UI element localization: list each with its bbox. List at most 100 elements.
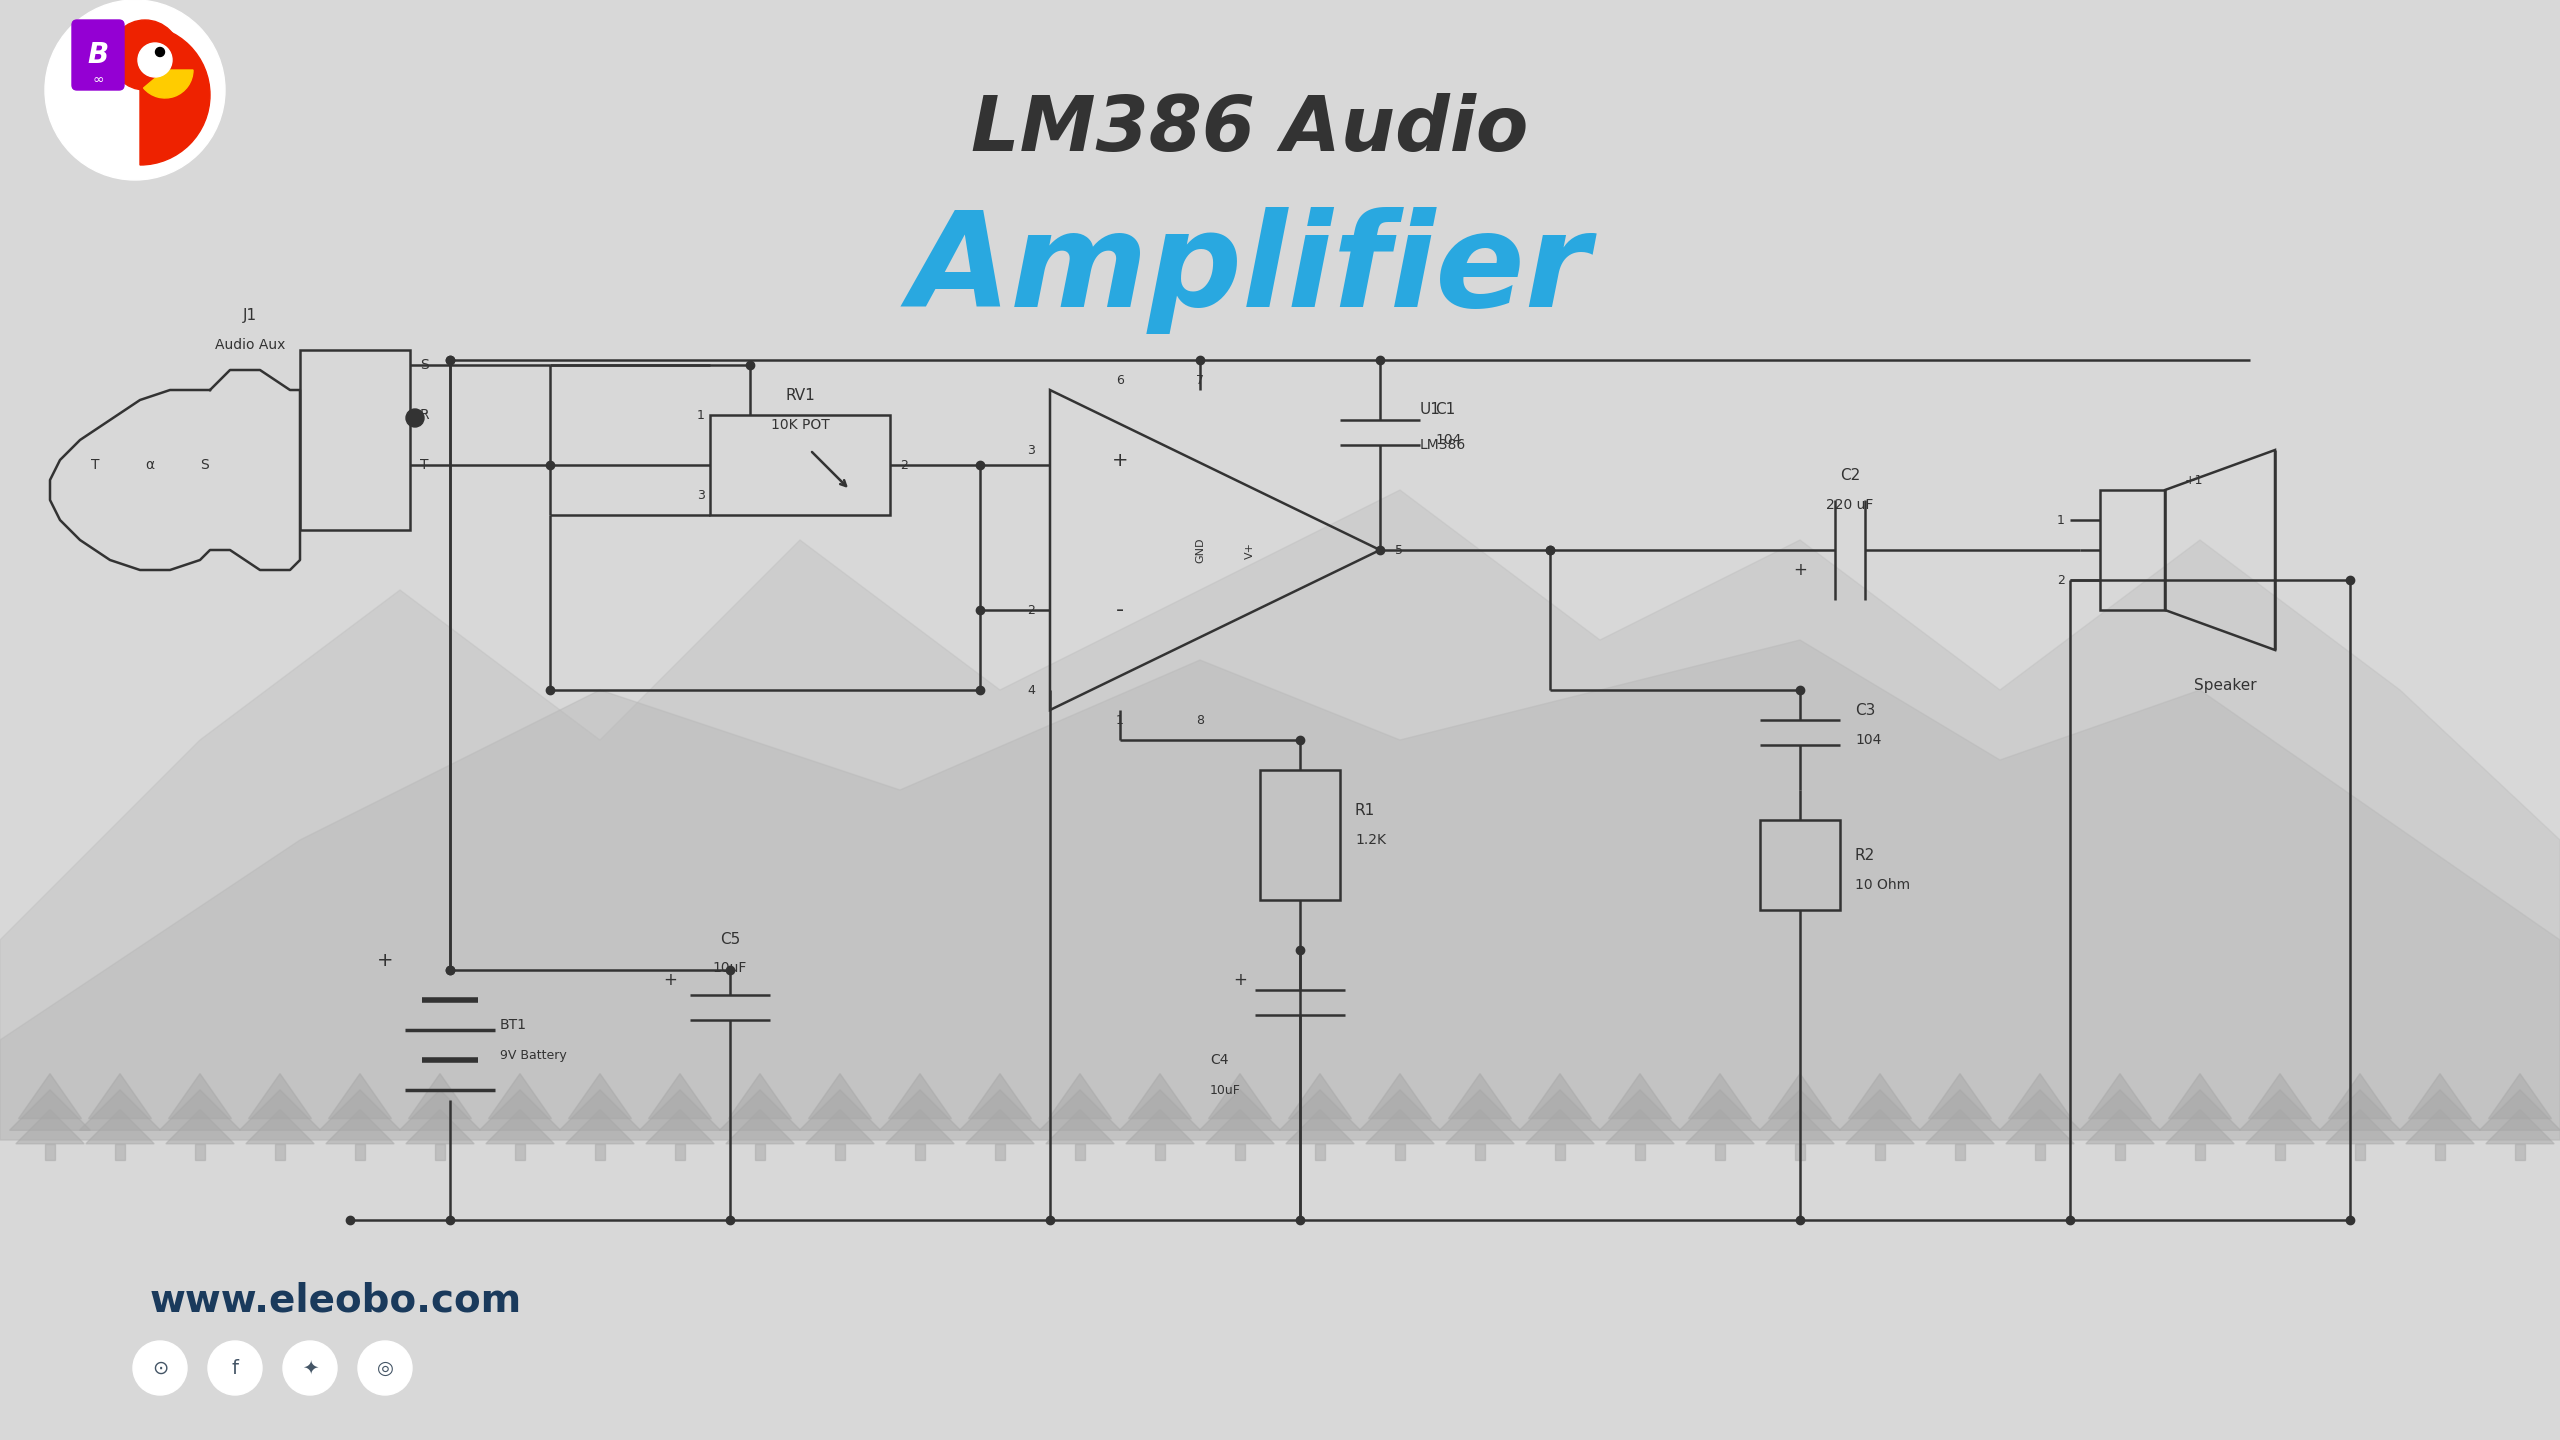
Polygon shape: [1766, 1110, 1833, 1143]
Polygon shape: [1605, 1110, 1674, 1143]
Polygon shape: [2115, 1143, 2125, 1161]
Circle shape: [46, 0, 225, 180]
Polygon shape: [1554, 1143, 1564, 1161]
Text: C5: C5: [719, 933, 740, 948]
Bar: [2099, 490, 2166, 611]
Polygon shape: [960, 1090, 1039, 1130]
Polygon shape: [1126, 1110, 1193, 1143]
Text: R2: R2: [1856, 848, 1876, 863]
Polygon shape: [2010, 1074, 2071, 1119]
Polygon shape: [44, 1143, 56, 1161]
Polygon shape: [1288, 1074, 1352, 1119]
Bar: [1761, 819, 1841, 910]
Polygon shape: [566, 1110, 635, 1143]
Text: LM386 Audio: LM386 Audio: [970, 94, 1528, 167]
Polygon shape: [1075, 1143, 1085, 1161]
Text: S: S: [420, 359, 428, 372]
Polygon shape: [325, 1110, 394, 1143]
Text: 1: 1: [1116, 713, 1124, 727]
Text: 1: 1: [696, 409, 704, 422]
Text: 8: 8: [1196, 713, 1203, 727]
Polygon shape: [888, 1074, 952, 1119]
Polygon shape: [676, 1143, 686, 1161]
Text: 1.2K: 1.2K: [1354, 832, 1385, 847]
Polygon shape: [2488, 1074, 2552, 1119]
Text: 104: 104: [1856, 733, 1882, 747]
Polygon shape: [2248, 1074, 2312, 1119]
Polygon shape: [320, 1090, 399, 1130]
Polygon shape: [2481, 1090, 2560, 1130]
Polygon shape: [809, 1074, 870, 1119]
Text: 1: 1: [2058, 514, 2066, 527]
Polygon shape: [799, 1090, 881, 1130]
Polygon shape: [1475, 1143, 1485, 1161]
Polygon shape: [515, 1143, 525, 1161]
Polygon shape: [1759, 1090, 1841, 1130]
Polygon shape: [2168, 1074, 2232, 1119]
Polygon shape: [1208, 1074, 1272, 1119]
Polygon shape: [1608, 1074, 1672, 1119]
Text: J1: J1: [243, 308, 256, 323]
Polygon shape: [1234, 1143, 1244, 1161]
Polygon shape: [1129, 1074, 1190, 1119]
Polygon shape: [1446, 1110, 1513, 1143]
Polygon shape: [2319, 1090, 2401, 1130]
Text: www.eleobo.com: www.eleobo.com: [151, 1282, 522, 1319]
Polygon shape: [79, 1090, 161, 1130]
Polygon shape: [2276, 1143, 2286, 1161]
Polygon shape: [18, 1074, 82, 1119]
Text: 220 uF: 220 uF: [1825, 498, 1874, 513]
Polygon shape: [1848, 1074, 1912, 1119]
Polygon shape: [399, 1090, 481, 1130]
Polygon shape: [1370, 1074, 1431, 1119]
Polygon shape: [1999, 1090, 2081, 1130]
FancyBboxPatch shape: [72, 20, 123, 91]
Polygon shape: [115, 1143, 125, 1161]
Polygon shape: [166, 1110, 233, 1143]
Polygon shape: [15, 1110, 84, 1143]
Polygon shape: [159, 1090, 241, 1130]
Text: T: T: [90, 458, 100, 472]
Text: R: R: [420, 408, 430, 422]
Text: 9V Battery: 9V Battery: [499, 1048, 566, 1061]
Text: 10uF: 10uF: [1211, 1083, 1242, 1096]
Polygon shape: [1846, 1110, 1915, 1143]
Bar: [1260, 770, 1339, 900]
Circle shape: [358, 1341, 412, 1395]
Wedge shape: [143, 71, 192, 98]
Text: B: B: [87, 40, 108, 69]
Text: 2: 2: [1027, 603, 1034, 616]
Text: ✦: ✦: [302, 1358, 317, 1378]
Text: +: +: [1111, 451, 1129, 469]
Text: BT1: BT1: [499, 1018, 527, 1032]
Polygon shape: [1795, 1143, 1805, 1161]
Polygon shape: [1395, 1143, 1405, 1161]
Polygon shape: [489, 1074, 550, 1119]
Polygon shape: [1526, 1110, 1595, 1143]
Polygon shape: [1119, 1090, 1201, 1130]
Polygon shape: [486, 1110, 553, 1143]
Text: -: -: [1116, 600, 1124, 621]
Polygon shape: [479, 1090, 561, 1130]
Polygon shape: [914, 1143, 924, 1161]
Polygon shape: [645, 1110, 714, 1143]
Text: ◎: ◎: [376, 1358, 394, 1378]
Circle shape: [156, 48, 164, 56]
Text: C4: C4: [1211, 1053, 1229, 1067]
Text: GND: GND: [1196, 537, 1206, 563]
Text: 3: 3: [1027, 444, 1034, 456]
Polygon shape: [1206, 1110, 1275, 1143]
Text: +1: +1: [2186, 474, 2204, 487]
Polygon shape: [410, 1074, 471, 1119]
Polygon shape: [1449, 1074, 1510, 1119]
Polygon shape: [195, 1143, 205, 1161]
Circle shape: [407, 409, 425, 428]
Polygon shape: [1636, 1143, 1646, 1161]
Polygon shape: [1600, 1090, 1679, 1130]
Polygon shape: [169, 1074, 230, 1119]
Text: 10K POT: 10K POT: [771, 418, 829, 432]
Polygon shape: [1874, 1143, 1884, 1161]
Polygon shape: [1528, 1074, 1592, 1119]
Circle shape: [133, 1341, 187, 1395]
Text: 6: 6: [1116, 373, 1124, 386]
